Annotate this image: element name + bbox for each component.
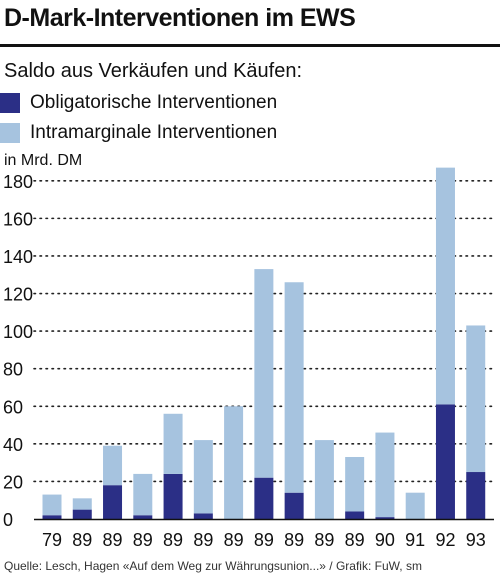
y-tick-label: 180 — [3, 172, 33, 192]
bar-obligatorische — [284, 492, 304, 519]
bar-intramarginale — [375, 432, 395, 518]
x-tick-label: 91 — [405, 530, 425, 550]
legend-label-obligatorische: Obligatorische Interventionen — [30, 92, 278, 113]
y-tick-label: 140 — [3, 247, 33, 267]
x-tick-label: 89 — [345, 530, 365, 550]
bar-obligatorische — [133, 515, 153, 519]
bar-obligatorische — [163, 473, 183, 519]
y-tick-label: 40 — [3, 435, 23, 455]
x-tick-label: 79 — [42, 530, 62, 550]
y-tick-label: 60 — [3, 397, 23, 417]
legend: Obligatorische Interventionen Intramargi… — [0, 88, 277, 148]
bar-obligatorische — [375, 517, 395, 519]
x-tick-label: 89 — [254, 530, 274, 550]
x-tick-label: 89 — [193, 530, 213, 550]
y-tick-label: 160 — [3, 209, 33, 229]
x-tick-label: 89 — [103, 530, 123, 550]
source-note: Quelle: Lesch, Hagen «Auf dem Weg zur Wä… — [4, 559, 422, 573]
legend-swatch-obligatorische — [0, 93, 20, 113]
y-tick-label: 80 — [3, 360, 23, 380]
legend-label-intramarginale: Intramarginale Interventionen — [30, 122, 278, 143]
x-tick-label: 89 — [314, 530, 334, 550]
bar-intramarginale — [103, 445, 123, 486]
x-tick-label: 89 — [72, 530, 92, 550]
chart-subtitle: Saldo aus Verkäufen und Käufen: — [4, 60, 303, 82]
bar-intramarginale — [435, 167, 455, 405]
bar-intramarginale — [72, 498, 92, 510]
bar-obligatorische — [345, 511, 365, 519]
bar-intramarginale — [163, 413, 183, 474]
bar-obligatorische — [103, 485, 123, 519]
bar-obligatorische — [466, 472, 486, 519]
bar-obligatorische — [254, 477, 274, 519]
bar-intramarginale — [405, 492, 425, 519]
bar-intramarginale — [314, 440, 334, 519]
bar-obligatorische — [72, 509, 92, 519]
bar-intramarginale — [254, 269, 274, 478]
bar-obligatorische — [42, 515, 62, 519]
bar-intramarginale — [224, 406, 244, 519]
title-rule — [0, 44, 500, 47]
y-tick-label: 0 — [3, 510, 13, 530]
x-tick-label: 89 — [224, 530, 244, 550]
bar-obligatorische — [435, 404, 455, 519]
x-tick-label: 90 — [375, 530, 395, 550]
y-axis-unit-label: in Mrd. DM — [4, 152, 83, 169]
x-tick-label: 92 — [435, 530, 455, 550]
x-tick-label: 89 — [133, 530, 153, 550]
bar-obligatorische — [193, 513, 213, 519]
y-tick-label: 100 — [3, 322, 33, 342]
legend-item-intramarginale: Intramarginale Interventionen — [0, 118, 277, 148]
x-tick-label: 89 — [284, 530, 304, 550]
bar-intramarginale — [466, 325, 486, 473]
y-tick-label: 20 — [3, 472, 23, 492]
legend-swatch-intramarginale — [0, 123, 20, 143]
chart-title: D-Mark-Interventionen im EWS — [4, 4, 356, 32]
bar-intramarginale — [42, 494, 62, 516]
y-tick-label: 120 — [3, 285, 33, 305]
bar-intramarginale — [193, 440, 213, 514]
bar-intramarginale — [133, 473, 153, 516]
x-tick-label: 93 — [466, 530, 486, 550]
x-tick-label: 89 — [163, 530, 183, 550]
bar-intramarginale — [284, 282, 304, 493]
bar-intramarginale — [345, 456, 365, 512]
legend-item-obligatorische: Obligatorische Interventionen — [0, 88, 277, 118]
